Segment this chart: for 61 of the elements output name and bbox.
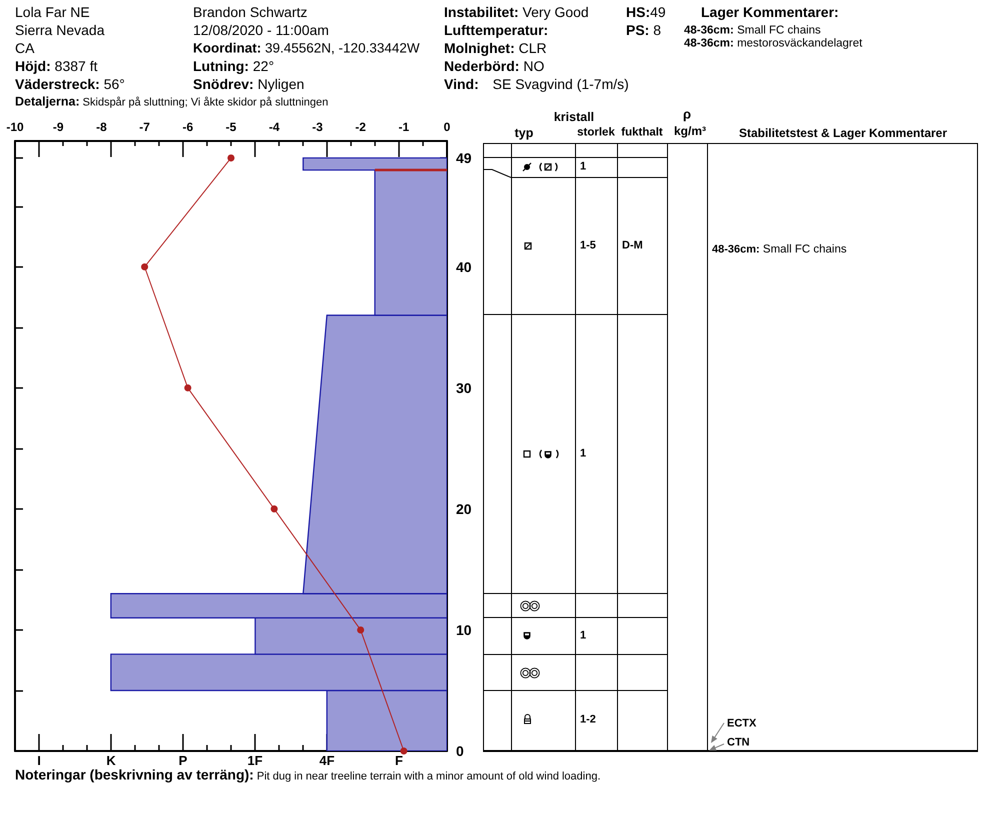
x2-tick-label: -3 xyxy=(312,120,324,134)
text: 1-2 xyxy=(580,714,596,726)
text: Höjd: 8387 ft xyxy=(15,58,98,74)
text: Koordinat: 39.45562N, -120.33442W xyxy=(193,40,420,56)
text: Lager Kommentarer: xyxy=(701,4,839,20)
x2-tick-label: -7 xyxy=(139,120,150,134)
text: Lola Far NE xyxy=(15,4,90,20)
x2-tick-label: -6 xyxy=(182,120,194,134)
x2-tick-label: -10 xyxy=(6,120,24,134)
y-tick-label: 10 xyxy=(456,622,472,638)
x2-tick-label: 0 xyxy=(444,120,451,134)
text: storlek xyxy=(577,126,615,139)
text: Lutning: 22° xyxy=(193,58,274,74)
text: CA xyxy=(15,40,34,56)
y-tick-label: 0 xyxy=(456,743,464,759)
x2-tick-label: -8 xyxy=(96,120,108,134)
x2-tick-label: -5 xyxy=(226,120,237,134)
text: fukthalt xyxy=(621,126,663,139)
text: 12/08/2020 - 11:00am xyxy=(193,22,329,38)
x2-tick-label: -1 xyxy=(398,120,410,134)
x-tick-label: P xyxy=(178,753,188,768)
text: typ xyxy=(514,126,534,140)
x-tick-label: K xyxy=(106,753,116,768)
text: Nederbörd: NO xyxy=(444,58,544,74)
text: Noteringar (beskrivning av terräng): Pit dug in near treeline terrain with a minor amount of old wind loading. xyxy=(15,766,601,782)
text: PS: 8 xyxy=(626,22,662,38)
x2-tick-label: -2 xyxy=(355,120,366,134)
text: 48-36cm: Small FC chains xyxy=(684,24,821,36)
text: Stabilitetstest & Lager Kommentarer xyxy=(738,126,948,140)
text: Instabilitet: Very Good xyxy=(444,4,589,20)
y-tick-label: 20 xyxy=(456,500,472,517)
text: D-M xyxy=(622,240,643,252)
x2-tick-label: -9 xyxy=(52,120,64,134)
text: Detaljerna: Skidspår på sluttning; Vi åkte skidor på sluttningen xyxy=(15,94,328,108)
x-tick-label: F xyxy=(395,753,404,768)
text: ECTX xyxy=(727,718,756,730)
text: 1 xyxy=(580,448,586,460)
y-tick-label: 40 xyxy=(456,258,472,275)
text: 48-36cm: mestorosväckandelagret xyxy=(684,37,862,50)
x-tick-label: I xyxy=(37,753,41,768)
text: Snödrev: Nyligen xyxy=(193,76,304,92)
text: CTN xyxy=(727,736,750,748)
y-tick-label: 49 xyxy=(456,150,472,166)
text: 1 xyxy=(580,630,586,642)
text: kristall xyxy=(554,110,594,124)
x-tick-label: 4F xyxy=(319,753,335,768)
text: ρ xyxy=(682,106,692,122)
text: Vind: SE Svagvind (1-7m/s) xyxy=(444,76,629,92)
text: 1 xyxy=(580,160,586,172)
text: Brandon Schwartz xyxy=(193,4,308,20)
text: 1-5 xyxy=(580,240,596,252)
text: kg/m³ xyxy=(674,124,706,138)
text: Molnighet: CLR xyxy=(444,40,547,56)
text: Sierra Nevada xyxy=(15,22,104,38)
text: HS:49 xyxy=(626,4,666,20)
text: Väderstreck: 56° xyxy=(15,76,125,92)
x2-tick-label: -4 xyxy=(268,120,280,134)
text: 48-36cm: Small FC chains xyxy=(712,243,847,256)
text: Lufttemperatur: xyxy=(444,22,548,38)
x-tick-label: 1F xyxy=(247,753,263,768)
y-tick-label: 30 xyxy=(456,380,472,396)
